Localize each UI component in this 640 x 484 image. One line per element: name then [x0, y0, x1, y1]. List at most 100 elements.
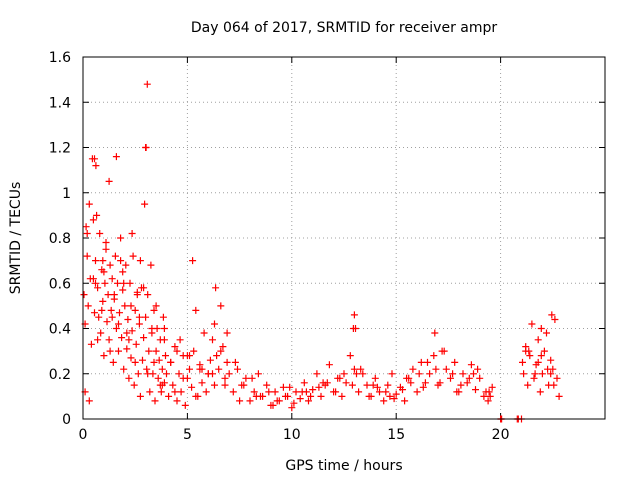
data-point — [92, 162, 100, 170]
data-point — [407, 379, 415, 387]
data-point — [451, 358, 459, 366]
data-point — [87, 340, 95, 348]
data-point — [124, 316, 132, 323]
data-point — [254, 370, 262, 378]
data-point — [100, 268, 108, 276]
data-point — [188, 383, 196, 391]
data-point — [442, 365, 450, 373]
data-point — [85, 200, 93, 208]
data-point — [265, 388, 273, 396]
x-tick-label: 5 — [183, 427, 192, 443]
data-point — [553, 374, 561, 382]
data-point — [144, 370, 152, 378]
data-point — [305, 397, 312, 405]
data-point — [155, 356, 163, 364]
data-point — [547, 370, 555, 378]
data-point — [219, 343, 227, 351]
data-point — [315, 383, 323, 391]
data-point — [242, 374, 250, 382]
data-point — [196, 365, 204, 373]
data-point — [417, 358, 425, 366]
data-point — [465, 374, 473, 382]
data-point — [292, 388, 300, 396]
data-point — [421, 379, 429, 387]
data-point — [136, 392, 144, 400]
y-tick-label: 1.6 — [49, 50, 71, 66]
data-point — [108, 313, 116, 321]
data-point — [273, 397, 281, 405]
data-point — [537, 352, 545, 360]
data-point — [125, 336, 133, 344]
data-point — [340, 370, 348, 378]
data-point — [317, 392, 325, 400]
y-axis-label: SRMTID / TECUs — [8, 182, 24, 295]
data-point — [530, 374, 538, 382]
data-point — [403, 374, 411, 382]
data-point — [140, 284, 148, 292]
x-tick-label: 15 — [387, 427, 405, 443]
data-point — [221, 381, 229, 389]
data-point — [534, 358, 542, 366]
data-point — [82, 223, 90, 231]
data-point — [158, 365, 166, 373]
data-point — [118, 334, 126, 342]
data-point — [142, 144, 150, 151]
data-point — [104, 291, 112, 299]
data-point — [152, 302, 160, 310]
x-tick-label: 20 — [492, 427, 510, 443]
data-point — [133, 291, 141, 299]
data-point — [121, 302, 129, 310]
data-point — [96, 230, 104, 237]
data-point — [198, 379, 206, 387]
data-point — [92, 257, 99, 265]
data-point — [519, 358, 526, 366]
data-point — [109, 358, 117, 366]
data-point — [524, 381, 532, 389]
data-point — [286, 383, 294, 391]
data-point — [162, 352, 169, 360]
data-point — [288, 404, 296, 412]
data-point — [102, 239, 110, 246]
data-point — [363, 381, 371, 389]
data-point — [93, 211, 101, 219]
plot-frame — [82, 56, 606, 420]
data-points — [80, 80, 563, 423]
data-point — [338, 392, 346, 400]
data-point — [110, 291, 118, 299]
data-point — [175, 370, 183, 378]
data-point — [160, 336, 168, 344]
data-point — [140, 334, 148, 342]
data-point — [111, 252, 119, 260]
data-point — [119, 268, 127, 276]
data-point — [467, 361, 475, 369]
data-point — [114, 279, 121, 287]
data-point — [522, 347, 530, 355]
data-point — [485, 388, 493, 396]
data-point — [296, 395, 304, 403]
data-point — [119, 286, 127, 294]
data-point — [390, 395, 398, 403]
data-point — [282, 392, 289, 400]
data-point — [135, 313, 143, 321]
data-point — [105, 336, 113, 344]
data-point — [217, 347, 225, 355]
data-point — [432, 365, 440, 373]
data-point — [263, 381, 271, 389]
data-point — [165, 392, 173, 400]
data-point — [160, 325, 168, 332]
data-point — [192, 392, 200, 400]
data-point — [388, 370, 396, 378]
data-point — [342, 379, 350, 387]
data-point — [350, 365, 358, 373]
data-point — [392, 390, 400, 398]
data-point — [103, 318, 111, 326]
data-point — [128, 327, 136, 335]
y-tick-label: 1 — [62, 186, 71, 202]
chart-title: Day 064 of 2017, SRMTID for receiver amp… — [191, 20, 498, 36]
x-axis-label: GPS time / hours — [285, 458, 402, 474]
data-point — [99, 297, 107, 305]
data-point — [540, 347, 548, 355]
data-point — [123, 329, 131, 337]
data-point — [148, 325, 156, 332]
